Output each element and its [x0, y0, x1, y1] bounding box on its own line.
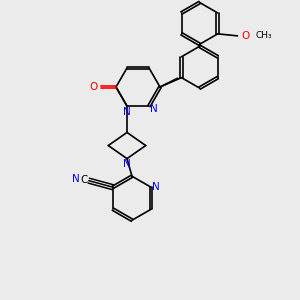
Text: N: N: [150, 104, 158, 114]
Text: N: N: [123, 159, 131, 169]
Text: C: C: [80, 175, 87, 184]
Text: N: N: [152, 182, 160, 192]
Text: O: O: [89, 82, 98, 92]
Text: N: N: [123, 107, 131, 117]
Text: O: O: [242, 31, 250, 41]
Text: CH₃: CH₃: [256, 31, 272, 40]
Text: N: N: [72, 174, 80, 184]
